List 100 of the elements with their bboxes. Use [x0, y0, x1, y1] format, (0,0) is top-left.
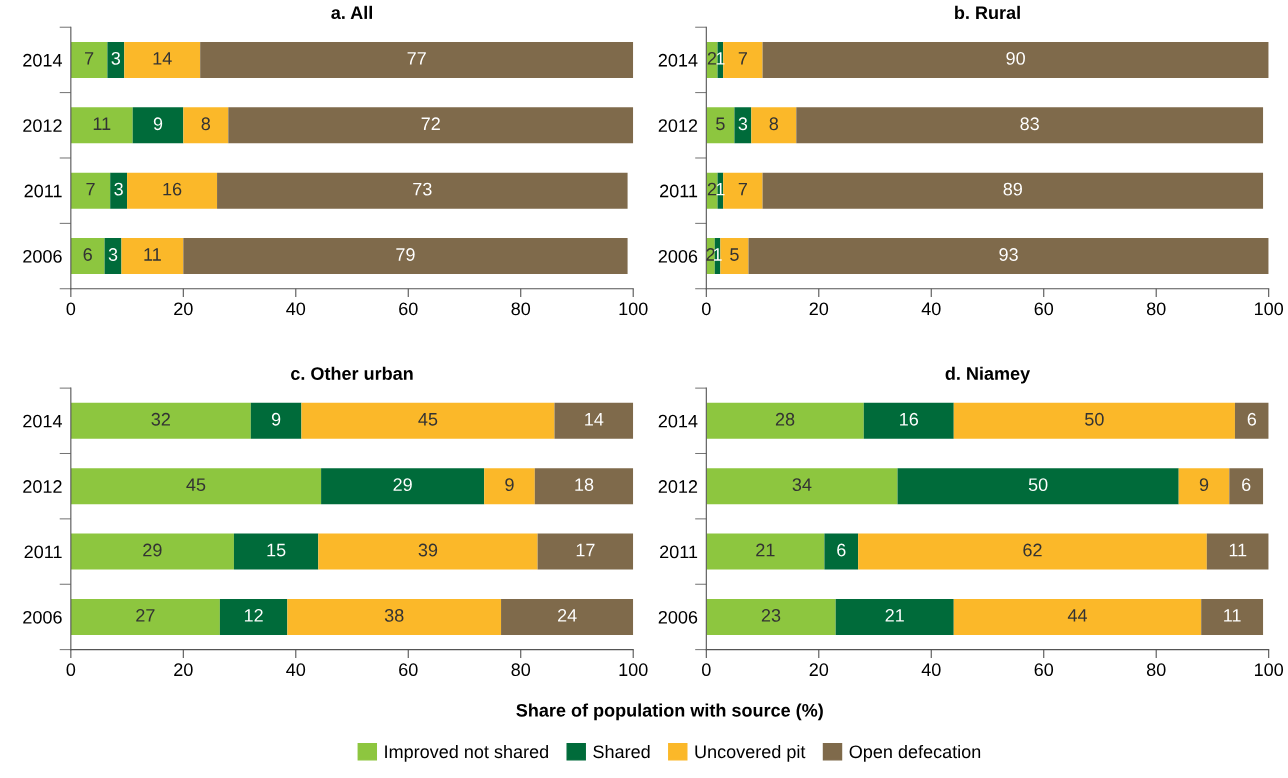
bar: [183, 238, 628, 275]
legend-label: Open defecation: [849, 744, 981, 762]
y-tick-label: 2006: [658, 249, 698, 263]
y-tick-label: 2012: [658, 119, 698, 133]
data-label: 72: [421, 117, 440, 130]
chart-title: b. Rural: [955, 5, 1020, 20]
data-label: 9: [153, 117, 163, 131]
data-label: 5: [730, 248, 739, 261]
x-tick-label: 20: [809, 663, 829, 677]
bar: [318, 533, 538, 570]
x-tick-label: 40: [921, 302, 941, 316]
y-tick-label: 2006: [23, 249, 62, 263]
y-tick-label: 2012: [658, 480, 698, 493]
y-tick-label: 2006: [23, 610, 62, 624]
data-label: 45: [418, 413, 438, 426]
chart-title: c. Other urban: [291, 366, 413, 380]
x-tick-label: 40: [286, 663, 306, 677]
data-label: 45: [186, 478, 206, 492]
x-tick-label: 60: [399, 663, 418, 677]
bar: [70, 238, 105, 275]
bar: [762, 172, 1264, 209]
data-label: 8: [201, 117, 211, 131]
data-label: 89: [1003, 182, 1022, 196]
data-label: 3: [111, 51, 121, 65]
x-tick-label: 20: [174, 302, 193, 316]
data-label: 12: [244, 609, 263, 622]
bar: [537, 533, 634, 570]
bar: [1234, 402, 1269, 439]
x-tick-label: 60: [1034, 663, 1054, 677]
y-tick-label: 2012: [23, 480, 62, 493]
bar: [132, 107, 184, 144]
bar: [484, 468, 535, 505]
bar: [127, 172, 218, 209]
bar: [1206, 533, 1269, 570]
x-tick-label: 0: [66, 302, 76, 316]
data-label: 3: [108, 248, 118, 261]
data-label: 3: [738, 117, 748, 131]
data-label: 16: [900, 412, 919, 426]
data-label: 14: [153, 52, 172, 65]
x-tick-label: 80: [511, 663, 531, 677]
legend-label: Uncovered pit: [695, 744, 806, 762]
data-label: 83: [1020, 117, 1039, 131]
x-tick-label: 80: [511, 302, 531, 316]
bar: [70, 172, 111, 209]
data-label: 11: [1229, 543, 1247, 557]
bar: [1201, 598, 1264, 635]
bar: [723, 172, 763, 209]
y-tick-label: 2011: [660, 184, 698, 198]
data-label: 14: [585, 413, 604, 426]
y-tick-label: 2012: [23, 119, 62, 133]
data-label: 24: [558, 609, 577, 622]
bar: [897, 468, 1179, 505]
data-label: 17: [576, 543, 595, 557]
bar: [1229, 468, 1264, 505]
bar: [1178, 468, 1230, 505]
data-label: 7: [738, 182, 747, 196]
data-label: 7: [85, 52, 94, 65]
x-tick-label: 100: [619, 663, 648, 677]
x-axis-title: Share of population with source (%): [516, 703, 823, 721]
bar: [250, 402, 302, 439]
data-label: 9: [271, 412, 281, 426]
data-label: 44: [1067, 609, 1087, 622]
y-tick-label: 2014: [658, 53, 698, 67]
x-tick-label: 100: [1255, 663, 1284, 677]
data-label: 29: [393, 478, 412, 492]
data-label: 90: [1006, 51, 1025, 65]
x-tick-label: 100: [1255, 302, 1284, 316]
data-label: 23: [761, 609, 781, 622]
bar: [321, 468, 485, 505]
y-tick-label: 2014: [23, 53, 62, 67]
bar: [706, 107, 735, 144]
y-tick-label: 2006: [658, 610, 698, 624]
y-tick-label: 2014: [658, 414, 698, 428]
bar: [858, 533, 1207, 570]
data-label: 21: [885, 609, 904, 622]
data-label: 93: [999, 248, 1018, 261]
bar: [124, 41, 201, 78]
legend-label: Improved not shared: [385, 744, 548, 762]
data-label: 3: [114, 182, 123, 196]
bar: [301, 402, 555, 439]
x-tick-label: 0: [702, 302, 711, 316]
bar: [70, 598, 220, 635]
bar: [200, 41, 634, 78]
data-label: 8: [769, 117, 779, 131]
data-label: 50: [1028, 478, 1048, 492]
bar: [287, 598, 502, 635]
data-label: 34: [792, 478, 812, 492]
bar: [70, 468, 322, 505]
x-tick-label: 60: [1034, 302, 1054, 316]
bar: [706, 533, 825, 570]
data-label: 18: [575, 478, 594, 492]
chart-title: a. All: [331, 5, 372, 20]
data-label: 11: [144, 248, 161, 261]
data-label: 9: [505, 478, 514, 492]
bar: [953, 598, 1202, 635]
y-tick-label: 2011: [24, 545, 62, 559]
x-tick-label: 100: [619, 302, 648, 316]
y-tick-label: 2014: [23, 414, 62, 428]
bar: [835, 598, 954, 635]
bar: [554, 402, 634, 439]
